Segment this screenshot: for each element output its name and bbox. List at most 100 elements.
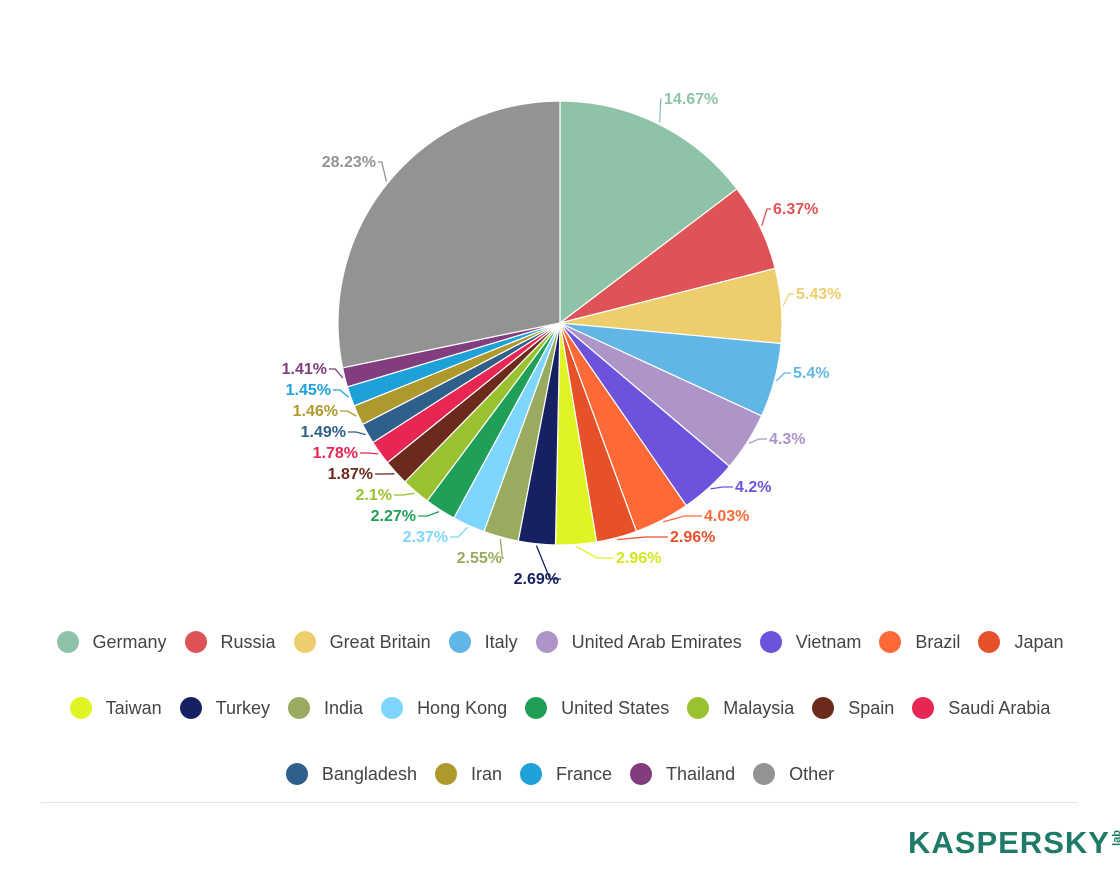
legend-item-iran[interactable]: Iran xyxy=(434,760,502,788)
legend-label: France xyxy=(556,763,613,784)
leader-line-turkey xyxy=(535,545,561,580)
data-label-germany: 14.67% xyxy=(664,91,718,108)
data-label-other: 28.23% xyxy=(322,154,376,171)
legend-item-taiwan[interactable]: Taiwan xyxy=(69,694,162,722)
leader-line-brazil xyxy=(662,515,702,523)
data-label-spain: 1.87% xyxy=(328,466,373,483)
legend-item-other[interactable]: Other xyxy=(753,760,834,788)
legend-item-germany[interactable]: Germany xyxy=(56,628,167,656)
pie-data-labels: 14.67% 6.37% 5.43% 5.4% 4.3% 4.2% 4.03% 2.96% 2.… xyxy=(282,91,842,588)
legend-label: Germany xyxy=(92,631,167,652)
legend-label: Iran xyxy=(470,763,502,784)
legend-item-bangladesh[interactable]: Bangladesh xyxy=(285,760,417,788)
legend-item-russia[interactable]: Russia xyxy=(184,628,276,656)
data-label-iran: 1.46% xyxy=(293,403,338,420)
data-label-saudi-arabia: 1.78% xyxy=(313,445,358,462)
legend-item-brazil[interactable]: Brazil xyxy=(879,628,960,656)
leader-line-france xyxy=(333,389,350,398)
legend-label: United Arab Emirates xyxy=(571,631,742,652)
legend-label: Japan xyxy=(1014,631,1064,652)
legend-item-great-britain[interactable]: Great Britain xyxy=(293,628,431,656)
legend-label: Bangladesh xyxy=(321,763,417,784)
leader-line-bangladesh xyxy=(348,431,366,436)
leader-line-united-arab-emirates xyxy=(748,438,767,444)
pie-slice-other[interactable] xyxy=(337,100,561,369)
legend-swatch xyxy=(753,763,776,785)
legend-label: Taiwan xyxy=(105,697,162,718)
legend-item-united-states[interactable]: United States xyxy=(525,694,669,722)
data-label-russia: 6.37% xyxy=(773,201,818,218)
legend-swatch xyxy=(759,631,782,653)
pie-leader-lines xyxy=(329,98,794,580)
legend-item-saudi-arabia[interactable]: Saudi Arabia xyxy=(912,694,1050,722)
leader-line-saudi-arabia xyxy=(360,452,379,455)
legend-label: Great Britain xyxy=(329,631,431,652)
legend-swatch xyxy=(184,631,207,653)
data-label-hong-kong: 2.37% xyxy=(403,529,448,546)
legend-item-united-arab-emirates[interactable]: United Arab Emirates xyxy=(535,628,742,656)
legend-label: Spain xyxy=(848,697,895,718)
legend-item-vietnam[interactable]: Vietnam xyxy=(759,628,862,656)
legend-item-thailand[interactable]: Thailand xyxy=(630,760,735,788)
data-label-great-britain: 5.43% xyxy=(796,286,841,303)
legend-swatch xyxy=(687,697,710,719)
legend-swatch xyxy=(448,631,471,653)
legend-swatch xyxy=(879,631,902,653)
leader-line-great-britain xyxy=(782,293,794,306)
data-label-india: 2.55% xyxy=(457,550,502,567)
chart-legend: Germany Russia Great Britain Italy United Ar… xyxy=(40,628,1080,788)
legend-label: Saudi Arabia xyxy=(948,697,1051,718)
leader-line-malaysia xyxy=(394,492,415,496)
legend-swatch xyxy=(525,697,548,719)
leader-line-thailand xyxy=(329,368,344,379)
legend-swatch xyxy=(285,763,308,785)
kaspersky-logo: KASPERSKY lab xyxy=(908,826,1120,860)
leader-line-japan xyxy=(617,536,668,541)
legend-swatch xyxy=(630,763,653,785)
legend-item-italy[interactable]: Italy xyxy=(448,628,518,656)
legend-item-spain[interactable]: Spain xyxy=(812,694,894,722)
pie-slices xyxy=(337,100,783,546)
leader-line-hong-kong xyxy=(450,526,469,538)
leader-line-iran xyxy=(340,410,357,417)
data-label-italy: 5.4% xyxy=(793,365,829,382)
leader-line-vietnam xyxy=(710,486,733,490)
legend-item-malaysia[interactable]: Malaysia xyxy=(687,694,794,722)
data-label-japan: 2.96% xyxy=(670,529,715,546)
data-label-france: 1.45% xyxy=(286,382,331,399)
legend-label: Vietnam xyxy=(795,631,862,652)
data-label-brazil: 4.03% xyxy=(704,508,749,525)
leader-line-other xyxy=(378,161,388,182)
legend-label: India xyxy=(324,697,364,718)
legend-item-turkey[interactable]: Turkey xyxy=(179,694,271,722)
legend-label: Turkey xyxy=(215,697,271,718)
legend-item-hong-kong[interactable]: Hong Kong xyxy=(381,694,507,722)
legend-label: Other xyxy=(789,763,835,784)
data-label-bangladesh: 1.49% xyxy=(301,424,346,441)
logo-wordmark: KASPERSKY xyxy=(908,825,1110,860)
legend-swatch xyxy=(434,763,457,785)
data-label-vietnam: 4.2% xyxy=(735,479,771,496)
legend-label: Thailand xyxy=(666,763,736,784)
leader-line-italy xyxy=(775,372,791,382)
legend-item-india[interactable]: India xyxy=(288,694,363,722)
legend-label: Hong Kong xyxy=(417,697,508,718)
legend-label: Malaysia xyxy=(723,697,795,718)
data-label-turkey: 2.69% xyxy=(514,571,559,588)
legend-swatch xyxy=(812,697,835,719)
data-label-united-arab-emirates: 4.3% xyxy=(769,431,805,448)
legend-label: Brazil xyxy=(915,631,961,652)
legend-item-france[interactable]: France xyxy=(520,760,612,788)
legend-swatch xyxy=(381,697,404,719)
pie-slice-germany[interactable] xyxy=(559,100,738,325)
legend-swatch xyxy=(69,697,92,719)
legend-item-japan[interactable]: Japan xyxy=(978,628,1063,656)
legend-swatch xyxy=(520,763,542,785)
leader-line-india xyxy=(499,538,504,559)
footer-divider xyxy=(41,802,1078,803)
legend-swatch xyxy=(978,631,1001,653)
legend-swatch xyxy=(293,631,316,653)
legend-swatch xyxy=(288,697,311,719)
logo-suffix: lab xyxy=(1110,830,1120,846)
leader-line-united-states xyxy=(418,510,440,517)
